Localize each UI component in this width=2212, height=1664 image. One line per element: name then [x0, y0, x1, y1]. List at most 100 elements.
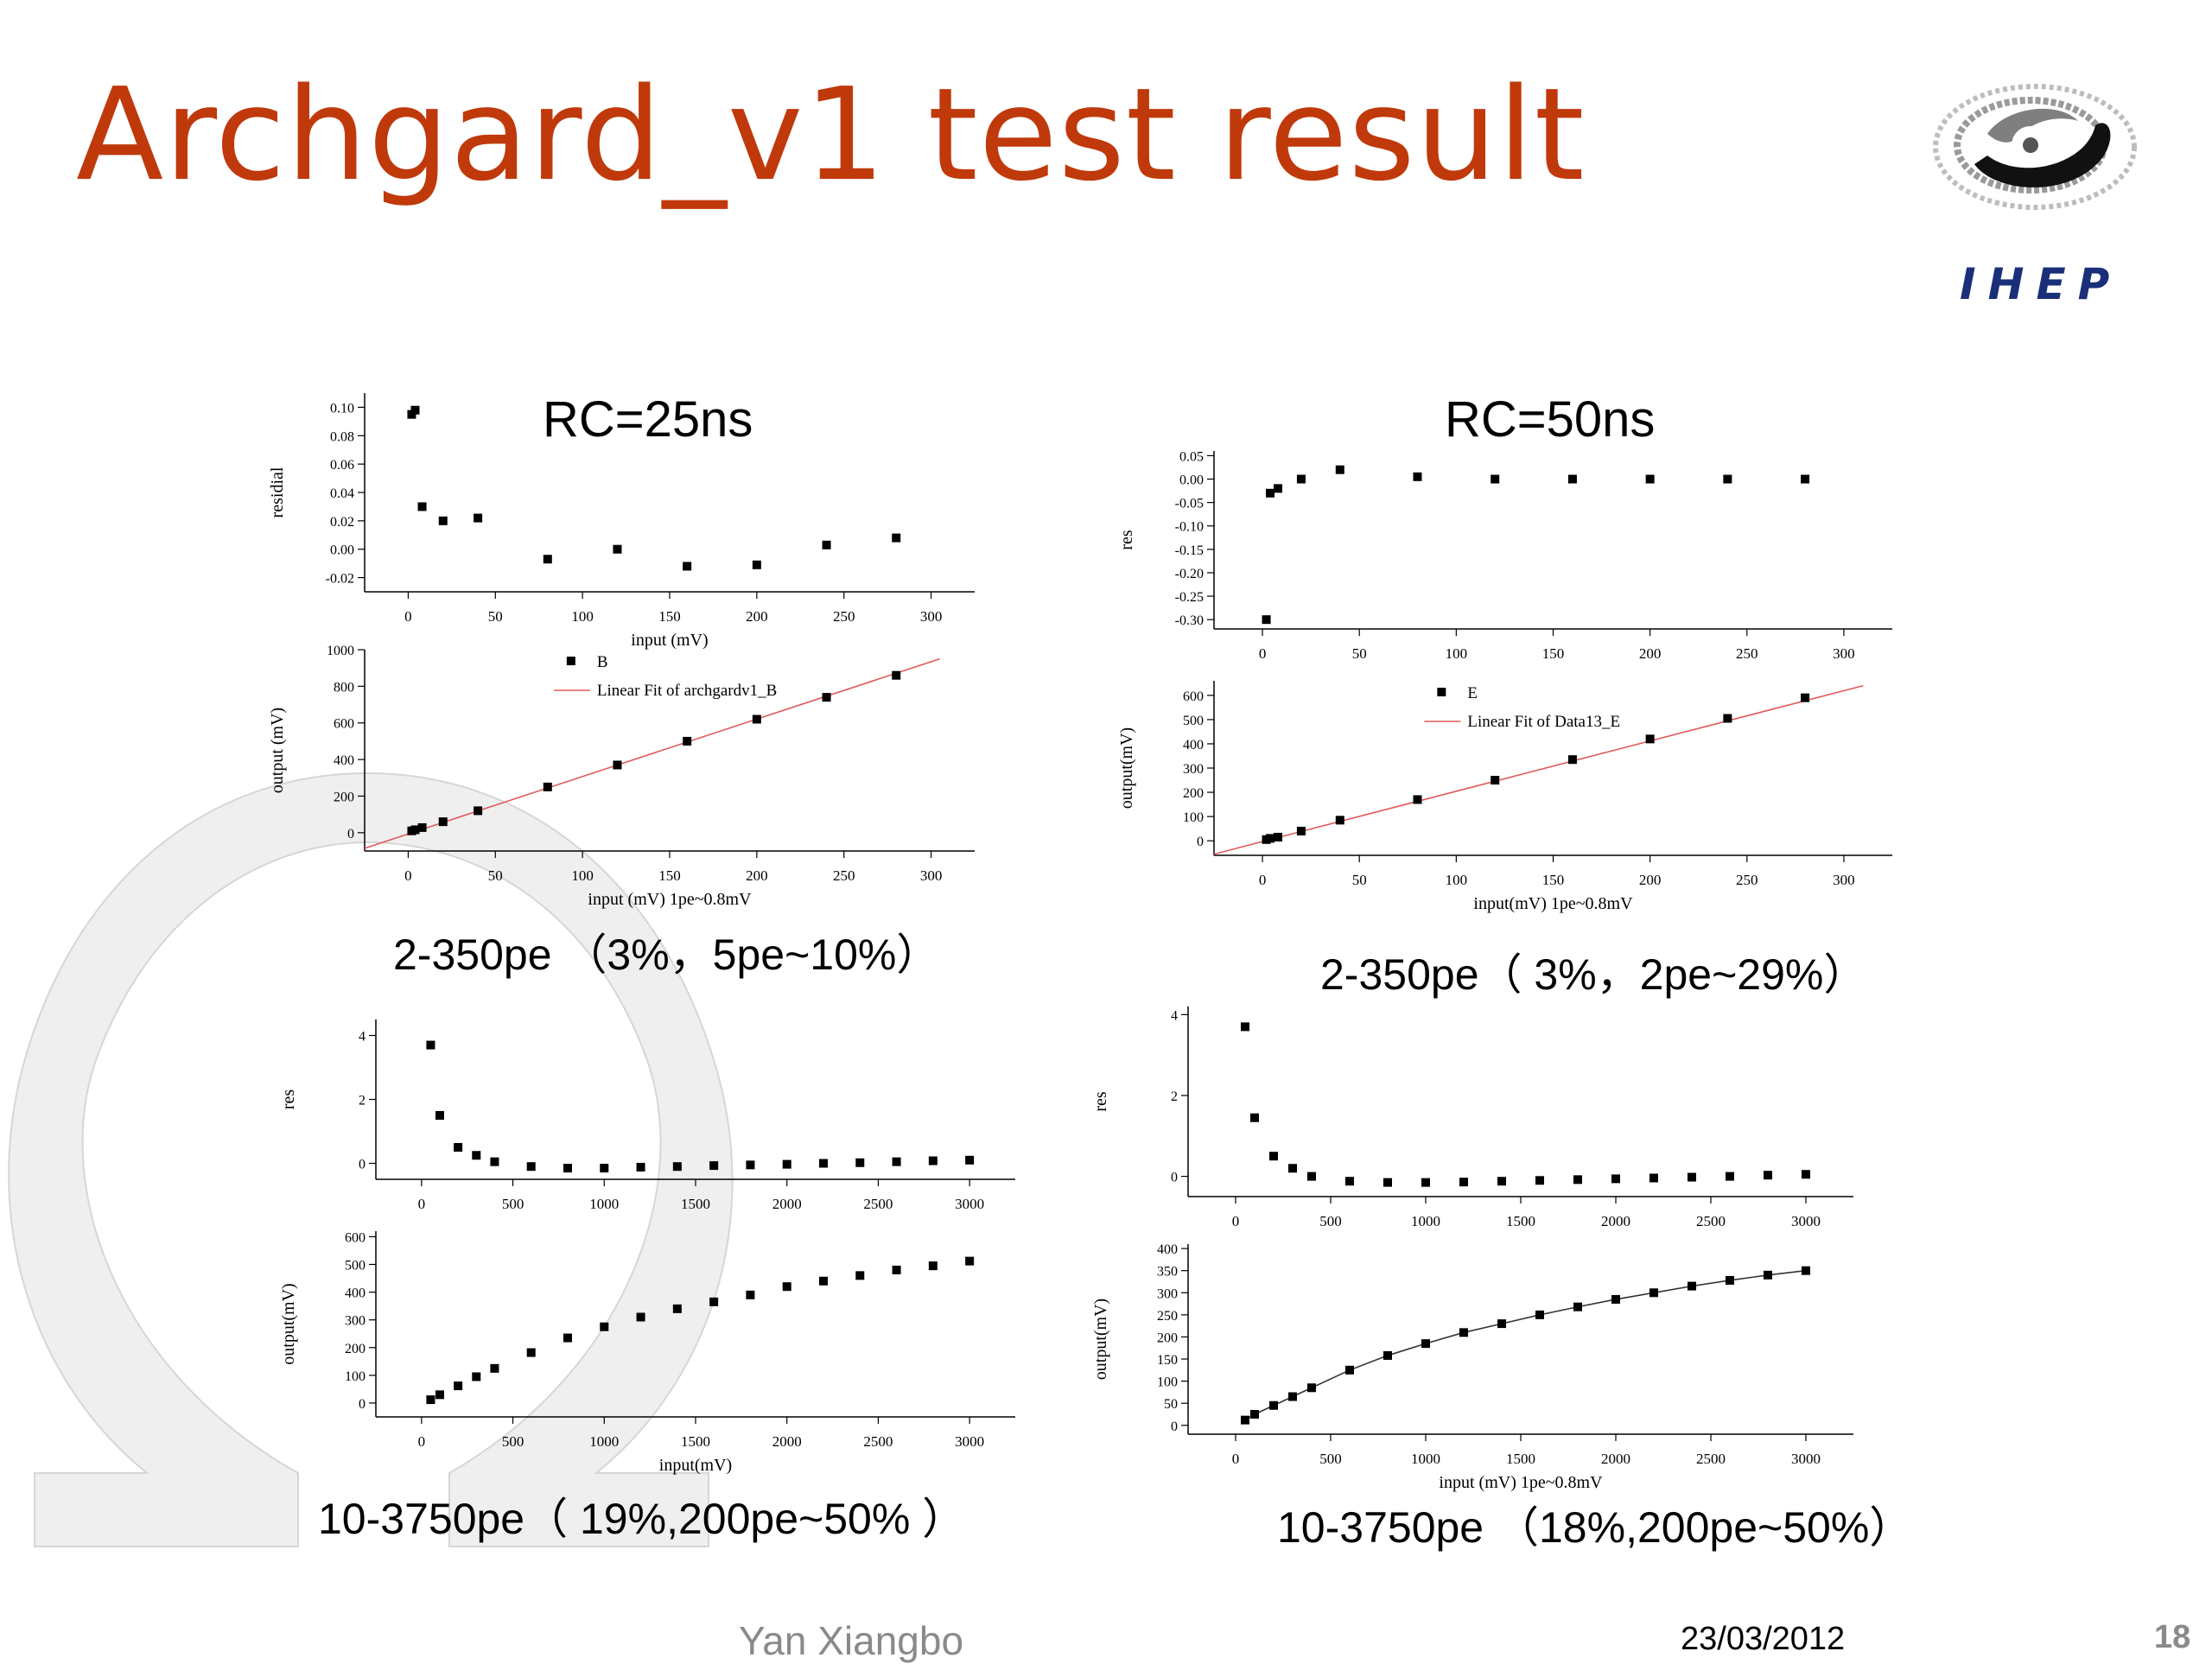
y-tick-label: 0.02 — [330, 515, 354, 530]
x-tick-label: 150 — [1542, 872, 1565, 888]
data-point — [1413, 472, 1422, 481]
data-point — [410, 825, 420, 835]
x-tick-label: 1500 — [681, 1433, 710, 1450]
footer-date: 23/03/2012 — [1681, 1621, 1846, 1657]
data-point — [600, 1322, 609, 1331]
data-point — [892, 1157, 901, 1166]
data-point — [1266, 834, 1275, 843]
x-tick-label: 3000 — [955, 1433, 984, 1450]
linear-fit-line — [364, 657, 940, 849]
data-point — [1723, 474, 1732, 484]
y-tick-label: 200 — [1157, 1331, 1178, 1345]
data-point — [1573, 1302, 1582, 1312]
data-point — [410, 405, 420, 415]
x-tick-label: 500 — [502, 1196, 524, 1212]
data-point — [965, 1256, 975, 1266]
data-point — [1288, 1392, 1297, 1401]
data-point — [1459, 1178, 1468, 1187]
data-point — [474, 513, 483, 523]
chart-rc25_low_res: 0 50 100 150 200 250 300 -0.02 0.00 0.02 0.04 0.06 0… — [268, 393, 975, 650]
x-axis-label: input (mV) 1pe~0.8mV — [588, 890, 752, 909]
data-point — [782, 1159, 791, 1169]
data-point — [1459, 1328, 1468, 1337]
data-point — [1241, 1415, 1249, 1425]
y-tick-label: 0.06 — [330, 458, 354, 473]
data-point — [472, 1372, 481, 1381]
y-tick-label: 600 — [1183, 689, 1204, 704]
y-tick-label: 250 — [1157, 1309, 1178, 1324]
x-tick-label: 1500 — [681, 1196, 710, 1212]
y-tick-label: 0.10 — [330, 401, 354, 416]
data-point — [1296, 826, 1306, 835]
linear-fit-line — [1213, 684, 1864, 855]
chart-rc50_high_res: 0 500 1000 1500 2000 2500 3000 0 2 4 res — [1091, 1007, 1853, 1229]
x-tick-label: 0 — [418, 1433, 426, 1450]
y-tick-label: -0.02 — [326, 572, 354, 587]
data-point — [709, 1297, 719, 1306]
data-point — [636, 1312, 645, 1322]
data-point — [1307, 1172, 1316, 1181]
data-point — [600, 1164, 609, 1173]
data-point — [1611, 1174, 1620, 1184]
data-point — [1274, 484, 1283, 493]
data-point — [1269, 1152, 1278, 1161]
x-axis-label: input (mV) 1pe~0.8mV — [1439, 1473, 1603, 1492]
x-tick-label: 2500 — [863, 1433, 893, 1450]
y-tick-label: 400 — [345, 1286, 365, 1301]
x-tick-label: 2500 — [1696, 1451, 1726, 1467]
x-tick-label: 100 — [1446, 872, 1468, 888]
legend-entry: E — [1467, 684, 1478, 702]
x-tick-label: 0 — [1259, 872, 1267, 888]
data-point — [672, 1304, 682, 1313]
y-tick-label: 50 — [1164, 1397, 1178, 1412]
data-point — [672, 1162, 682, 1172]
data-point — [1345, 1365, 1354, 1375]
data-point — [822, 693, 831, 702]
data-point — [526, 1348, 536, 1357]
x-tick-label: 0 — [404, 867, 412, 884]
data-point — [1491, 474, 1500, 484]
data-point — [1335, 465, 1344, 474]
slide-title: Archgard_v1 test result — [76, 60, 1586, 209]
data-point — [746, 1160, 755, 1170]
y-tick-label: 0 — [1171, 1171, 1178, 1185]
x-axis-label: input(mV) 1pe~0.8mV — [1473, 894, 1633, 913]
y-tick-label: 4 — [1171, 1008, 1178, 1023]
data-point — [752, 560, 761, 569]
legend-entry: Linear Fit of archgardv1_B — [597, 682, 777, 700]
data-point — [1413, 795, 1422, 804]
data-point — [454, 1143, 463, 1152]
y-tick-label: -0.10 — [1175, 520, 1204, 535]
data-point — [1645, 474, 1655, 484]
data-point — [1802, 1170, 1810, 1179]
y-tick-label: 400 — [1157, 1242, 1178, 1257]
x-tick-label: 500 — [1319, 1213, 1342, 1229]
data-point — [1688, 1281, 1696, 1291]
data-point — [709, 1161, 719, 1171]
data-point — [1307, 1383, 1316, 1393]
data-point — [1801, 474, 1810, 484]
y-axis-label: res — [1117, 530, 1136, 550]
x-tick-label: 3000 — [1791, 1213, 1821, 1229]
y-tick-label: 200 — [345, 1342, 365, 1356]
x-tick-label: 3000 — [1791, 1451, 1821, 1467]
y-tick-label: 0.00 — [330, 543, 354, 558]
x-tick-label: 150 — [658, 608, 681, 625]
legend-entry: B — [597, 653, 608, 671]
data-point — [563, 1333, 572, 1343]
data-point — [1764, 1270, 1772, 1280]
data-point — [928, 1156, 938, 1165]
y-tick-label: 150 — [1157, 1353, 1178, 1368]
data-point — [1269, 1400, 1278, 1410]
data-point — [1497, 1319, 1506, 1329]
data-point — [435, 1390, 444, 1400]
x-tick-label: 0 — [1232, 1213, 1240, 1229]
data-point — [526, 1162, 536, 1172]
data-point — [1645, 734, 1655, 744]
y-tick-label: 400 — [334, 753, 354, 768]
x-tick-label: 1000 — [589, 1196, 619, 1212]
data-point — [965, 1155, 975, 1165]
data-point — [474, 806, 483, 816]
